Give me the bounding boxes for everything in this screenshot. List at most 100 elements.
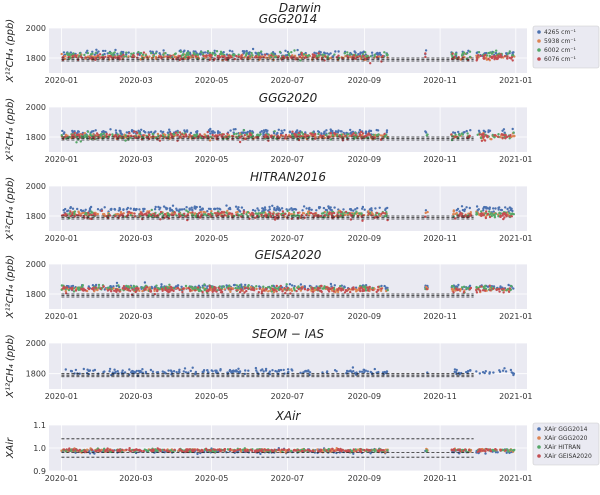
data-point	[84, 56, 87, 59]
data-point	[92, 369, 95, 372]
data-point	[303, 56, 306, 60]
data-point	[426, 133, 429, 136]
x-tick-label: 2020-09	[348, 312, 381, 321]
data-point	[162, 53, 165, 56]
data-point	[377, 55, 381, 58]
data-point	[491, 287, 495, 290]
data-point	[72, 448, 75, 452]
data-point	[497, 133, 500, 136]
data-point	[188, 207, 191, 210]
data-point	[468, 50, 472, 53]
data-point	[179, 208, 182, 211]
data-point	[138, 132, 142, 135]
x-tick-label: 2020-05	[195, 76, 228, 85]
data-point	[74, 368, 78, 372]
data-point	[279, 208, 282, 212]
data-point	[300, 131, 304, 134]
data-point	[93, 53, 97, 56]
data-point	[254, 56, 257, 59]
data-point	[339, 214, 342, 217]
data-point	[475, 370, 478, 373]
data-point	[358, 55, 362, 58]
data-point	[82, 289, 85, 292]
data-point	[314, 212, 317, 215]
data-point	[157, 205, 160, 209]
data-point	[503, 367, 506, 370]
data-point	[300, 216, 303, 219]
data-point	[478, 372, 481, 375]
data-point	[223, 211, 226, 214]
data-point	[306, 289, 309, 292]
data-point	[276, 205, 279, 208]
data-point	[196, 286, 200, 289]
data-point	[191, 449, 195, 453]
data-point	[113, 368, 116, 371]
data-point	[159, 134, 162, 137]
data-point	[209, 207, 212, 211]
y-tick-label: 2000	[26, 182, 46, 191]
data-point	[83, 216, 86, 219]
data-point	[311, 287, 314, 290]
data-point	[116, 370, 119, 373]
data-point	[194, 55, 197, 58]
data-point	[503, 216, 506, 219]
data-point	[186, 218, 189, 222]
data-point	[469, 369, 472, 372]
data-point	[189, 369, 192, 373]
data-point	[291, 209, 294, 212]
data-point	[196, 448, 200, 452]
data-point	[378, 206, 381, 209]
legend-label: XAir HITRAN	[544, 444, 581, 451]
data-point	[354, 208, 357, 211]
data-point	[184, 371, 188, 374]
data-point	[79, 214, 82, 217]
data-point	[185, 130, 189, 133]
data-point	[233, 370, 236, 373]
data-point	[254, 212, 257, 215]
data-point	[262, 133, 266, 137]
data-point	[483, 130, 487, 133]
legend-marker	[537, 57, 541, 61]
data-point	[258, 287, 262, 290]
data-point	[358, 449, 362, 453]
data-point	[162, 205, 166, 208]
data-point	[279, 368, 283, 372]
data-point	[64, 368, 68, 371]
data-point	[103, 206, 106, 209]
data-point	[228, 369, 231, 373]
legend-label: XAir GGG2014	[544, 426, 588, 433]
data-point	[370, 51, 374, 54]
data-point	[450, 133, 453, 136]
data-point	[360, 370, 364, 373]
data-point	[196, 452, 199, 456]
data-point	[196, 130, 199, 133]
data-point	[249, 448, 253, 451]
data-point	[512, 287, 515, 290]
data-point	[492, 51, 495, 54]
data-point	[108, 448, 112, 452]
data-point	[493, 136, 496, 139]
data-point	[265, 287, 268, 291]
data-point	[121, 287, 125, 290]
data-point	[176, 286, 180, 290]
data-point	[67, 55, 71, 59]
data-point	[213, 289, 216, 292]
data-point	[317, 52, 320, 55]
x-tick-label: 2020-03	[119, 155, 152, 164]
data-point	[320, 132, 323, 135]
data-point	[495, 288, 498, 291]
data-point	[287, 370, 290, 374]
data-point	[482, 135, 486, 138]
data-point	[313, 51, 316, 54]
data-point	[139, 51, 143, 55]
data-point	[302, 212, 306, 215]
data-point	[237, 206, 240, 209]
data-point	[304, 131, 307, 134]
data-point	[241, 448, 244, 451]
data-point	[245, 133, 249, 136]
data-point	[64, 135, 67, 138]
data-point	[348, 53, 351, 56]
data-point	[191, 211, 194, 214]
data-point	[482, 56, 485, 60]
